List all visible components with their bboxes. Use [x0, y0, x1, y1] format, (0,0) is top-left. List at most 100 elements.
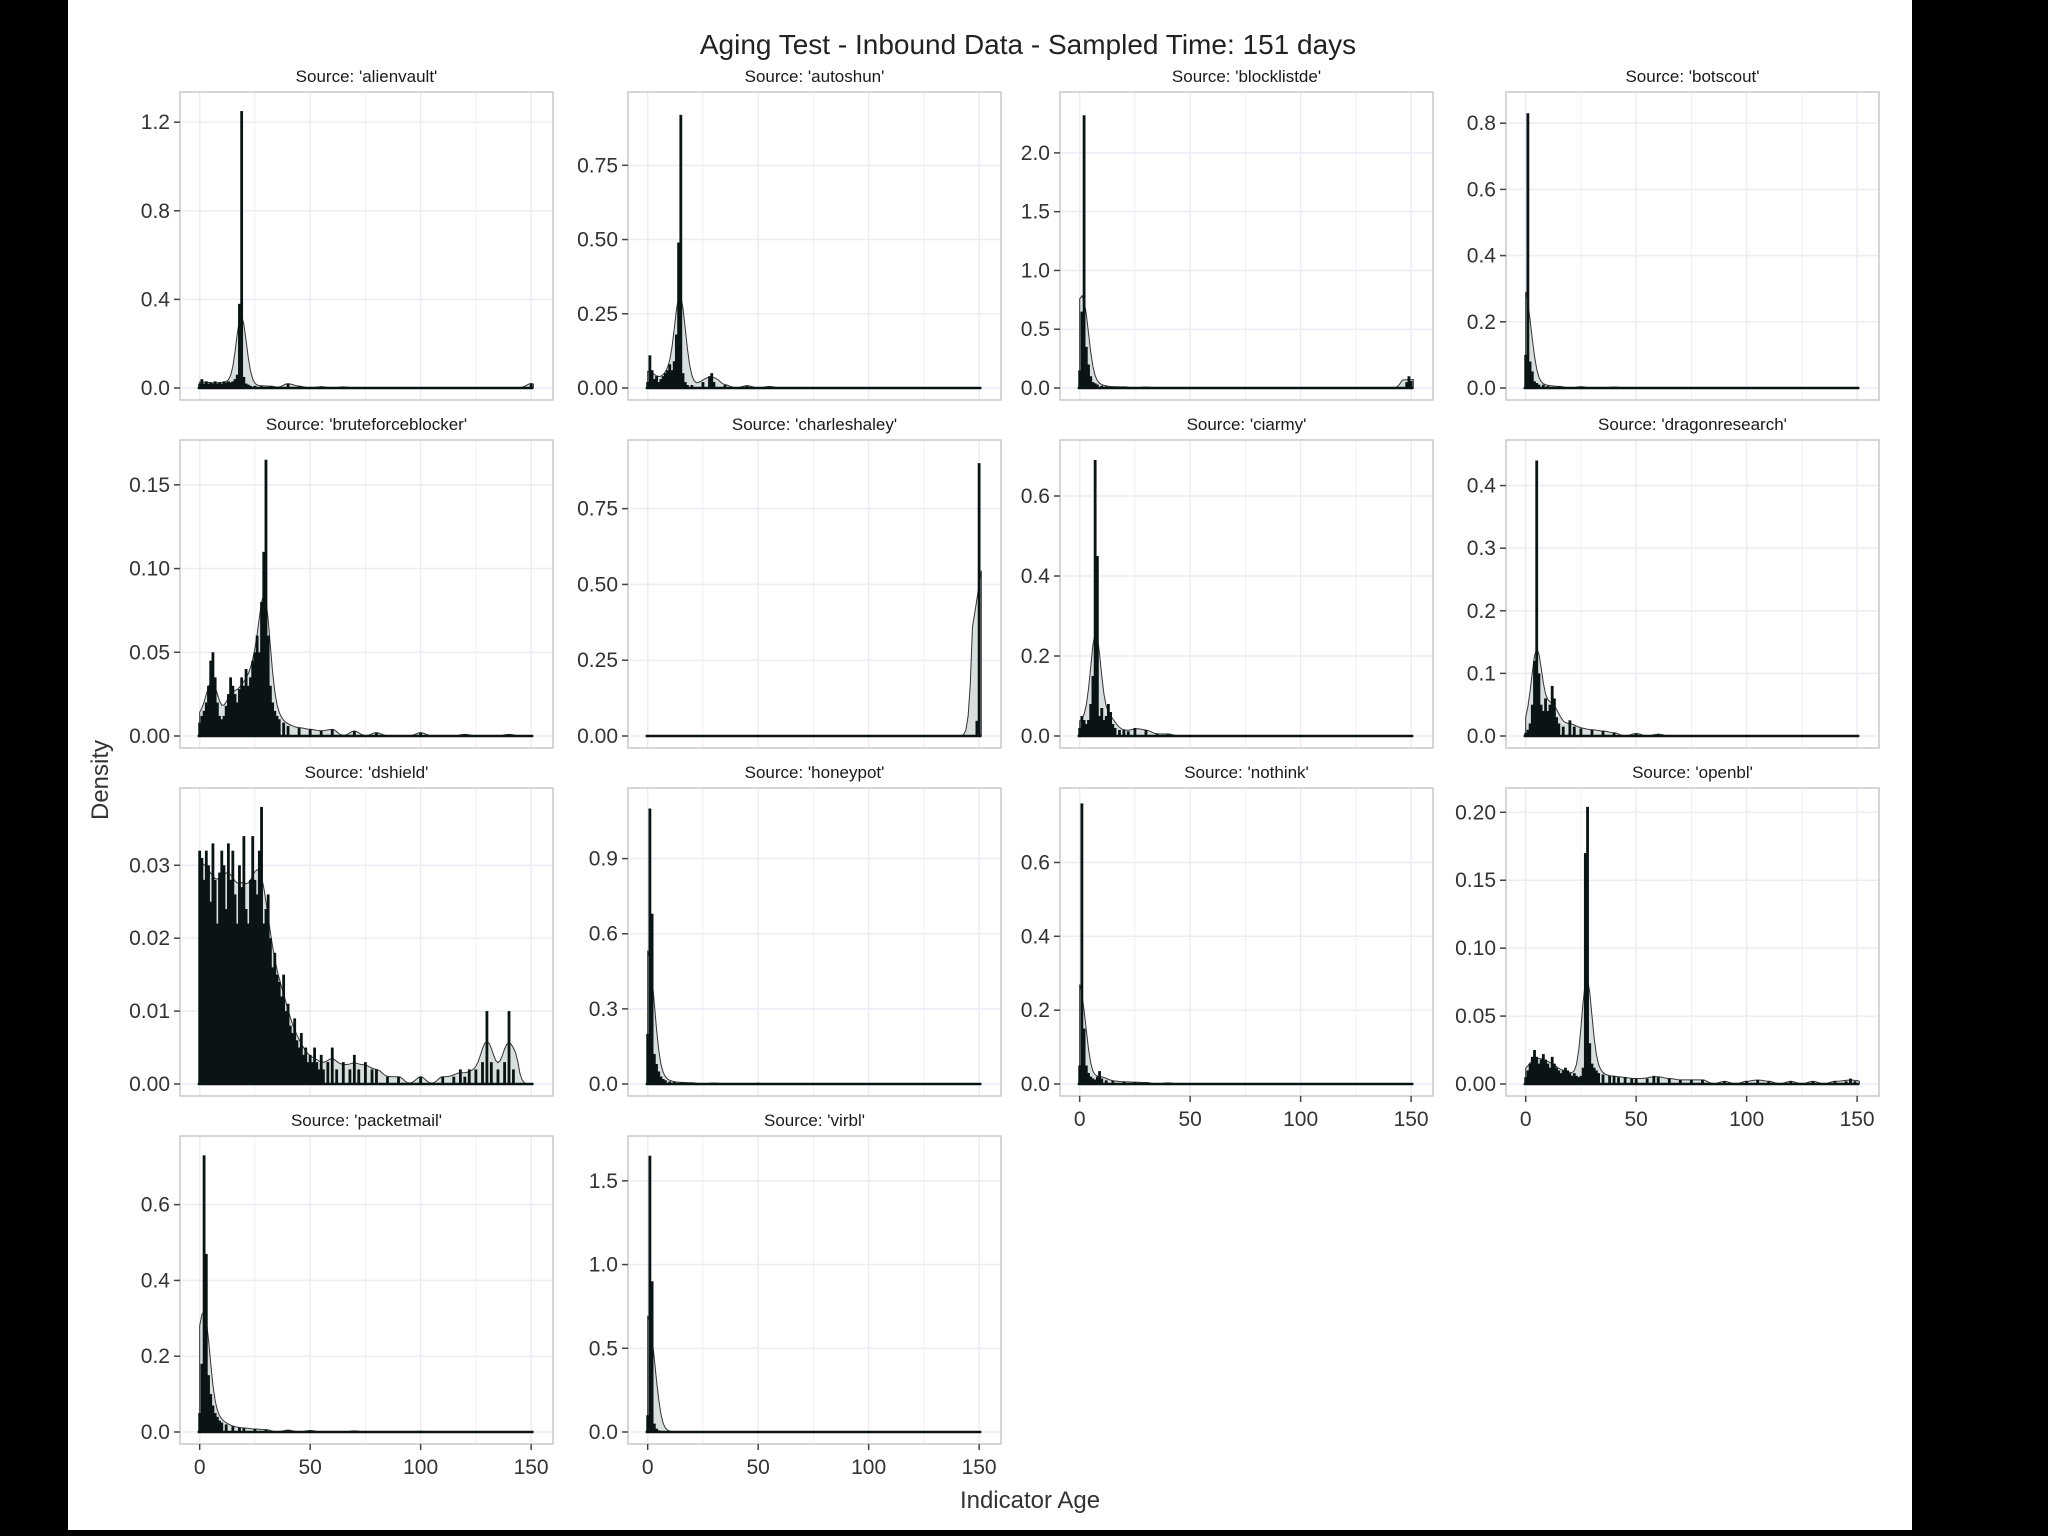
histogram-bar: [246, 384, 250, 388]
histogram-bar: [282, 974, 286, 1084]
histogram-bar: [220, 383, 224, 388]
facet-strip-label: Source: 'autoshun': [745, 67, 885, 86]
histogram-bar: [266, 894, 270, 1084]
histogram-bar: [1566, 1070, 1570, 1084]
histogram-bar: [1559, 1073, 1563, 1084]
histogram-bar: [226, 381, 230, 388]
histogram-bar: [646, 1415, 650, 1432]
histogram-bar: [1583, 853, 1587, 1084]
histogram-bar: [1113, 728, 1117, 736]
facet-strip-label: Source: 'honeypot': [745, 763, 885, 782]
histogram-bar: [1082, 115, 1086, 389]
y-tick-label: 0.5: [1021, 318, 1050, 341]
histogram-bar: [1082, 1028, 1086, 1084]
histogram-bar: [1093, 1079, 1097, 1084]
histogram-bar: [1537, 673, 1541, 736]
histogram-bar: [1405, 382, 1409, 388]
y-tick-label: 0.5: [589, 1337, 618, 1360]
histogram-bar: [1623, 1077, 1627, 1084]
histogram-bar: [452, 1076, 456, 1084]
histogram-bar: [467, 1069, 471, 1084]
histogram-bar: [690, 385, 694, 388]
y-tick-label: 0.2: [1467, 311, 1496, 334]
histogram-bar: [652, 379, 656, 388]
histogram-bar: [370, 1069, 374, 1084]
facet-panel: Source: 'autoshun' 0.00 0.25 0.50 0.75: [577, 67, 1002, 401]
x-tick-label: 100: [1283, 1108, 1318, 1131]
x-tick-label: 100: [1729, 1108, 1764, 1131]
facet-strip-label: Source: 'packetmail': [291, 1111, 442, 1130]
histogram-bar: [1568, 1073, 1572, 1084]
histogram-bar: [1579, 1075, 1583, 1084]
y-tick-label: 0.0: [1021, 377, 1050, 400]
y-tick-label: 0.0: [589, 1073, 618, 1096]
histogram-bar: [226, 694, 230, 736]
histogram-bar: [1118, 730, 1121, 736]
histogram-bar: [308, 729, 312, 736]
histogram-bar: [481, 1062, 484, 1084]
y-tick-label: 0.05: [129, 641, 170, 664]
y-tick-label: 0.4: [1021, 565, 1051, 588]
histogram-bar: [319, 1054, 323, 1084]
facet-strip-label: Source: 'alienvault': [296, 67, 438, 86]
histogram-bar: [275, 715, 279, 736]
histogram-bar: [202, 710, 206, 736]
histogram-bar: [1833, 1081, 1837, 1084]
histogram-bar: [1689, 1079, 1693, 1084]
facet-panel: Source: 'dshield' 0.00 0.01 0.02 0.03: [129, 763, 554, 1097]
histogram-bar: [975, 720, 979, 736]
histogram-bar: [257, 652, 261, 736]
y-tick-label: 0.03: [129, 854, 170, 877]
histogram-bar: [1608, 1075, 1612, 1084]
histogram-bar: [1634, 733, 1638, 736]
y-tick-label: 0.3: [589, 998, 618, 1021]
histogram-bar: [198, 1413, 202, 1432]
histogram-bar: [1537, 1063, 1541, 1084]
histogram-bar: [1126, 731, 1130, 736]
histogram-bar: [215, 1416, 219, 1432]
x-tick-label: 0: [194, 1456, 206, 1479]
y-tick-label: 0.50: [577, 229, 618, 252]
histogram-bar: [1528, 1063, 1532, 1084]
histogram-bar: [1133, 728, 1137, 736]
histogram-bar: [1552, 698, 1556, 736]
facet-panels: Source: 'alienvault'0.00.40.81.2Source: …: [129, 67, 1880, 1479]
histogram-bar: [712, 382, 716, 388]
histogram-bar: [1089, 1076, 1093, 1084]
histogram-bar: [215, 383, 219, 388]
histogram-bar: [224, 705, 228, 736]
histogram-bar: [1087, 364, 1090, 388]
y-tick-label: 0.0: [141, 377, 170, 400]
histogram-bar: [273, 952, 277, 1084]
histogram-bar: [326, 1062, 330, 1084]
y-tick-label: 0.50: [577, 573, 618, 596]
histogram-bar: [273, 710, 277, 736]
y-tick-label: 0.4: [141, 1269, 171, 1292]
histogram-bar: [304, 1047, 308, 1084]
histogram-bar: [474, 1069, 478, 1084]
panel-frame: [1505, 787, 1880, 1097]
histogram-bar: [1544, 1059, 1547, 1084]
histogram-bar: [646, 1033, 650, 1084]
histogram-bar: [1555, 1067, 1559, 1084]
histogram-bar: [1528, 361, 1532, 388]
y-tick-label: 2.0: [1021, 142, 1050, 165]
histogram-bar: [238, 865, 241, 1084]
histogram-bar: [1546, 1063, 1550, 1084]
y-tick-label: 0.8: [141, 200, 170, 223]
histogram-bar: [1572, 1073, 1576, 1084]
histogram-bar: [209, 1394, 213, 1432]
histogram-bar: [315, 1062, 319, 1084]
histogram-bar: [255, 894, 259, 1084]
x-tick-label: 50: [746, 1456, 769, 1479]
y-tick-label: 0.25: [577, 649, 618, 672]
histogram-bar: [1592, 1067, 1596, 1084]
histogram-bar: [1789, 1081, 1793, 1084]
facet-panel: Source: 'ciarmy' 0.0 0.2 0.4 0.6: [1021, 415, 1434, 749]
histogram-bar: [286, 725, 290, 736]
histogram-bar: [659, 379, 663, 388]
histogram-bar: [313, 1047, 316, 1084]
histogram-bar: [507, 1011, 511, 1084]
histogram-bar: [1084, 724, 1088, 736]
histogram-bar: [226, 843, 230, 1084]
